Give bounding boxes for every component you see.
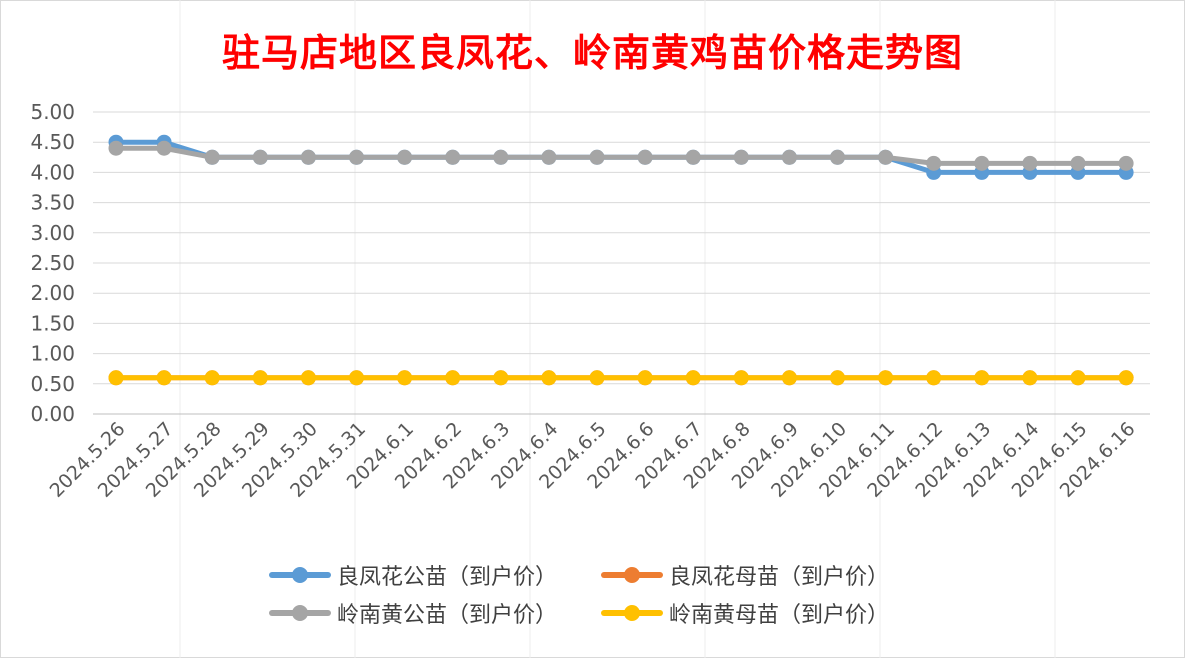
legend-swatch-3 <box>269 601 331 625</box>
data-point <box>252 370 268 386</box>
data-point <box>974 155 990 171</box>
data-point <box>156 140 172 156</box>
data-point <box>397 149 413 165</box>
y-tick-label: 1.50 <box>30 311 75 335</box>
data-point <box>397 370 413 386</box>
y-tick-label: 3.50 <box>30 191 75 215</box>
data-point <box>108 140 124 156</box>
data-point <box>541 370 557 386</box>
data-point <box>637 149 653 165</box>
legend-label-2: 良凤花母苗（到户价） <box>669 565 890 590</box>
data-point <box>878 370 894 386</box>
data-point <box>589 370 605 386</box>
legend-item-1: 良凤花公苗（到户价） <box>269 561 558 590</box>
data-point <box>204 149 220 165</box>
legend-label-3: 岭南黄公苗（到户价） <box>337 603 558 628</box>
data-point <box>1070 155 1086 171</box>
data-point <box>445 149 461 165</box>
data-point <box>926 370 942 386</box>
legend-item-4: 岭南黄母苗（到户价） <box>601 599 890 628</box>
data-point <box>1022 155 1038 171</box>
data-point <box>781 149 797 165</box>
legend-swatch-2 <box>601 563 663 587</box>
y-tick-label: 3.00 <box>30 221 75 245</box>
y-tick-label: 4.00 <box>30 160 75 184</box>
data-point <box>493 370 509 386</box>
data-point <box>974 370 990 386</box>
data-point <box>349 149 364 165</box>
data-point <box>781 370 797 386</box>
y-tick-label: 1.00 <box>30 342 75 366</box>
data-point <box>589 149 605 165</box>
data-point <box>204 370 220 386</box>
data-point <box>300 149 316 165</box>
legend-swatch-4 <box>601 601 663 625</box>
data-point <box>685 149 701 165</box>
y-tick-label: 0.50 <box>30 372 75 396</box>
y-tick-label: 5.00 <box>30 100 75 124</box>
data-point <box>541 149 557 165</box>
data-point <box>1118 370 1134 386</box>
chart-title: 驻马店地区良凤花、岭南黄鸡苗价格走势图 <box>221 30 963 75</box>
data-point <box>156 370 172 386</box>
legend-label-1: 良凤花公苗（到户价） <box>337 565 558 590</box>
legend-label-4: 岭南黄母苗（到户价） <box>669 603 890 628</box>
data-point <box>685 370 701 386</box>
data-point <box>733 370 749 386</box>
series-line-3 <box>113 145 1129 166</box>
data-point <box>926 155 942 171</box>
data-point <box>493 149 509 165</box>
legend-item-3: 岭南黄公苗（到户价） <box>269 599 558 628</box>
y-tick-label: 0.00 <box>30 402 75 426</box>
data-point <box>830 370 845 386</box>
legend-item-2: 良凤花母苗（到户价） <box>601 561 890 590</box>
data-point <box>1022 370 1038 386</box>
data-point <box>108 370 124 386</box>
data-point <box>300 370 316 386</box>
data-point <box>878 149 894 165</box>
data-point <box>1118 155 1134 171</box>
data-point <box>637 370 653 386</box>
y-tick-label: 2.00 <box>30 281 75 305</box>
data-point <box>733 149 749 165</box>
y-tick-label: 4.50 <box>30 130 75 154</box>
data-point <box>445 370 461 386</box>
data-point <box>830 149 845 165</box>
data-point <box>252 149 268 165</box>
data-point <box>1070 370 1086 386</box>
legend-swatch-1 <box>269 563 331 587</box>
y-tick-label: 2.50 <box>30 251 75 275</box>
data-point <box>349 370 364 386</box>
